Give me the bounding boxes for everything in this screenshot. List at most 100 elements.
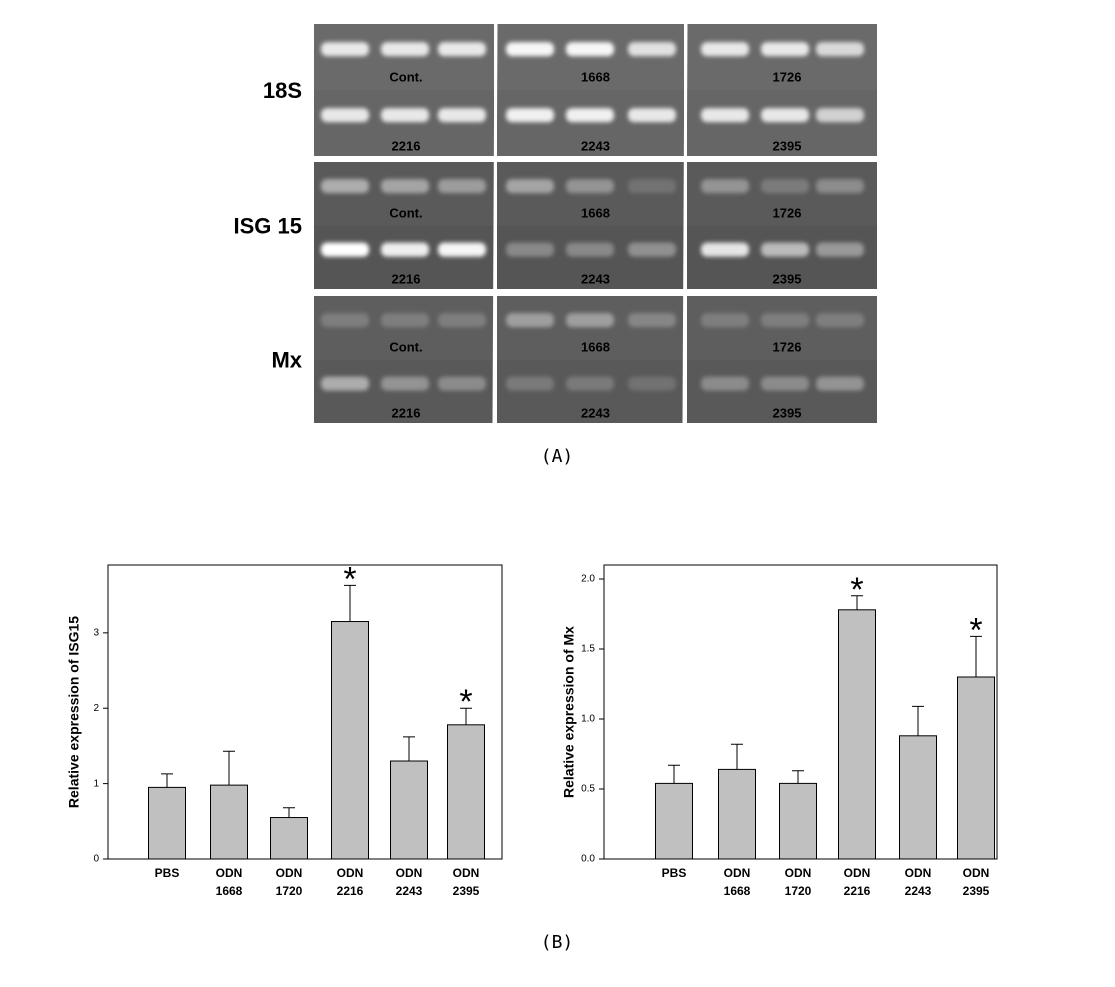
- bar: [148, 786, 186, 860]
- gel-band: [816, 108, 864, 123]
- bar: [210, 784, 248, 860]
- gel-band: [761, 108, 809, 123]
- gel-band: [321, 42, 369, 57]
- x-tick-label: 2243: [905, 884, 932, 898]
- y-tick-label: 2.0: [581, 574, 595, 585]
- gel-band: [628, 42, 676, 57]
- gel-band: [506, 313, 554, 328]
- gel-band: [628, 108, 676, 123]
- gel-band: [628, 376, 676, 391]
- gel-band: [628, 242, 676, 257]
- x-tick-label: 2216: [337, 884, 364, 898]
- gel-band: [506, 42, 554, 57]
- x-tick-label: 1720: [276, 884, 303, 898]
- gel-band: [438, 376, 486, 391]
- gel-band: [816, 313, 864, 328]
- gel-band: [566, 313, 614, 328]
- gel-band: [438, 179, 486, 194]
- lane-label: 2395: [773, 271, 802, 286]
- y-axis-label: Relative expression of ISG15: [66, 616, 82, 808]
- gel-lane-block: [497, 296, 684, 360]
- panel-label: ISG 15: [234, 213, 302, 238]
- gel-band: [506, 376, 554, 391]
- lane-label: 2216: [392, 405, 421, 420]
- y-tick-label: 0: [93, 854, 99, 865]
- x-tick-label: 2243: [396, 884, 423, 898]
- error-bar: [283, 807, 295, 818]
- gel-band: [566, 42, 614, 57]
- gel-lane-block: [497, 359, 684, 423]
- gel-band: [701, 376, 749, 391]
- gel-lane-block: [314, 296, 494, 360]
- x-tick-label: 2395: [963, 884, 990, 898]
- x-tick-label: 1720: [785, 884, 812, 898]
- x-tick-label: ODN: [963, 866, 990, 880]
- gel-band: [816, 42, 864, 57]
- x-tick-label: ODN: [276, 866, 303, 880]
- x-tick-label: ODN: [396, 866, 423, 880]
- gel-band: [761, 313, 809, 328]
- lane-label: 1668: [581, 70, 610, 85]
- gel-band: [506, 179, 554, 194]
- significance-mark: *: [459, 683, 472, 721]
- x-tick-label: ODN: [905, 866, 932, 880]
- error-bar: [851, 595, 863, 610]
- bar: [899, 735, 937, 860]
- lane-label: 2216: [392, 138, 421, 153]
- gel-band: [701, 313, 749, 328]
- error-bar: [912, 705, 924, 736]
- gel-lane-block: [687, 90, 877, 156]
- bar: [838, 609, 876, 860]
- lane-label: 2243: [581, 138, 610, 153]
- error-bar: [161, 773, 173, 788]
- y-tick-label: 3: [93, 627, 99, 638]
- caption: (B): [541, 932, 574, 953]
- x-tick-label: ODN: [785, 866, 812, 880]
- lane-label: Cont.: [389, 340, 422, 355]
- x-tick-label: PBS: [155, 866, 180, 880]
- bar: [270, 817, 308, 860]
- gel-band: [381, 313, 429, 328]
- x-tick-label: ODN: [337, 866, 364, 880]
- lane-label: 1668: [581, 206, 610, 221]
- gel-band: [761, 376, 809, 391]
- gel-band: [321, 242, 369, 257]
- gel-lane-block: [497, 162, 684, 226]
- gel-band: [816, 179, 864, 194]
- gel-lane-block: [687, 296, 877, 360]
- lane-label: 2216: [392, 271, 421, 286]
- caption: (A): [541, 446, 574, 467]
- gel-band: [701, 108, 749, 123]
- x-tick-label: 1668: [724, 884, 751, 898]
- gel-band: [321, 376, 369, 391]
- gel-band: [566, 242, 614, 257]
- gel-band: [761, 179, 809, 194]
- gel-band: [438, 313, 486, 328]
- gel-band: [321, 179, 369, 194]
- error-bar: [792, 770, 804, 784]
- lane-label: 1668: [581, 340, 610, 355]
- y-tick-label: 0.5: [581, 784, 595, 795]
- gel-band: [628, 313, 676, 328]
- gel-band: [761, 242, 809, 257]
- panel-label: 18S: [263, 78, 302, 103]
- y-tick-label: 0.0: [581, 854, 595, 865]
- error-bar: [403, 736, 415, 761]
- significance-mark: *: [969, 611, 982, 649]
- gel-band: [381, 108, 429, 123]
- error-bar: [223, 750, 235, 786]
- bar: [779, 782, 817, 860]
- x-tick-label: ODN: [724, 866, 751, 880]
- gel-band: [701, 179, 749, 194]
- lane-label: 2395: [773, 138, 802, 153]
- error-bar: [970, 635, 982, 677]
- x-tick-label: 2395: [453, 884, 480, 898]
- gel-band: [566, 376, 614, 391]
- gel-band: [816, 242, 864, 257]
- error-bar: [668, 764, 680, 784]
- gel-band: [506, 108, 554, 123]
- bar: [655, 782, 693, 860]
- bar: [957, 676, 995, 860]
